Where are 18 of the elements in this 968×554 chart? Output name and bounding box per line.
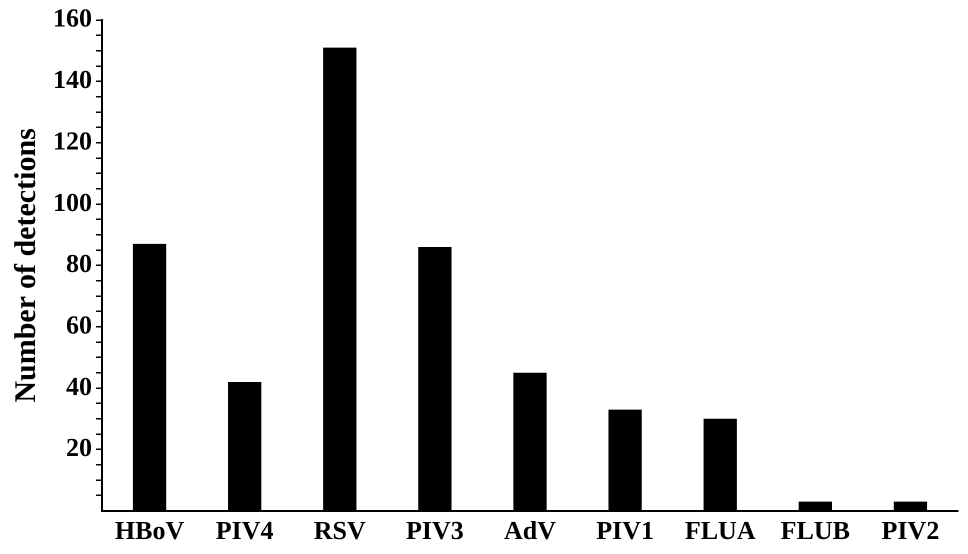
x-tick-label: PIV2 (882, 516, 940, 546)
x-tick-label: PIV3 (406, 516, 464, 546)
y-tick-label: 80 (66, 249, 92, 278)
y-tick-label: 40 (66, 372, 92, 401)
x-tick-label: HBoV (114, 516, 184, 546)
y-axis-title: Number of detections (8, 128, 42, 403)
x-tick-label: PIV1 (596, 516, 654, 546)
x-tick-label: RSV (314, 516, 366, 546)
x-tick-label: FLUB (780, 516, 850, 546)
y-tick-label: 20 (66, 433, 92, 462)
y-tick-label: 160 (53, 4, 92, 33)
x-tick-label: AdV (504, 516, 556, 546)
x-tick-label: PIV4 (216, 516, 274, 546)
y-tick-label: 60 (66, 310, 92, 340)
y-tick-label: 140 (53, 65, 92, 94)
x-tick-label: FLUA (684, 516, 756, 546)
y-tick-label: 100 (53, 188, 92, 217)
y-tick-label: 120 (53, 126, 92, 156)
